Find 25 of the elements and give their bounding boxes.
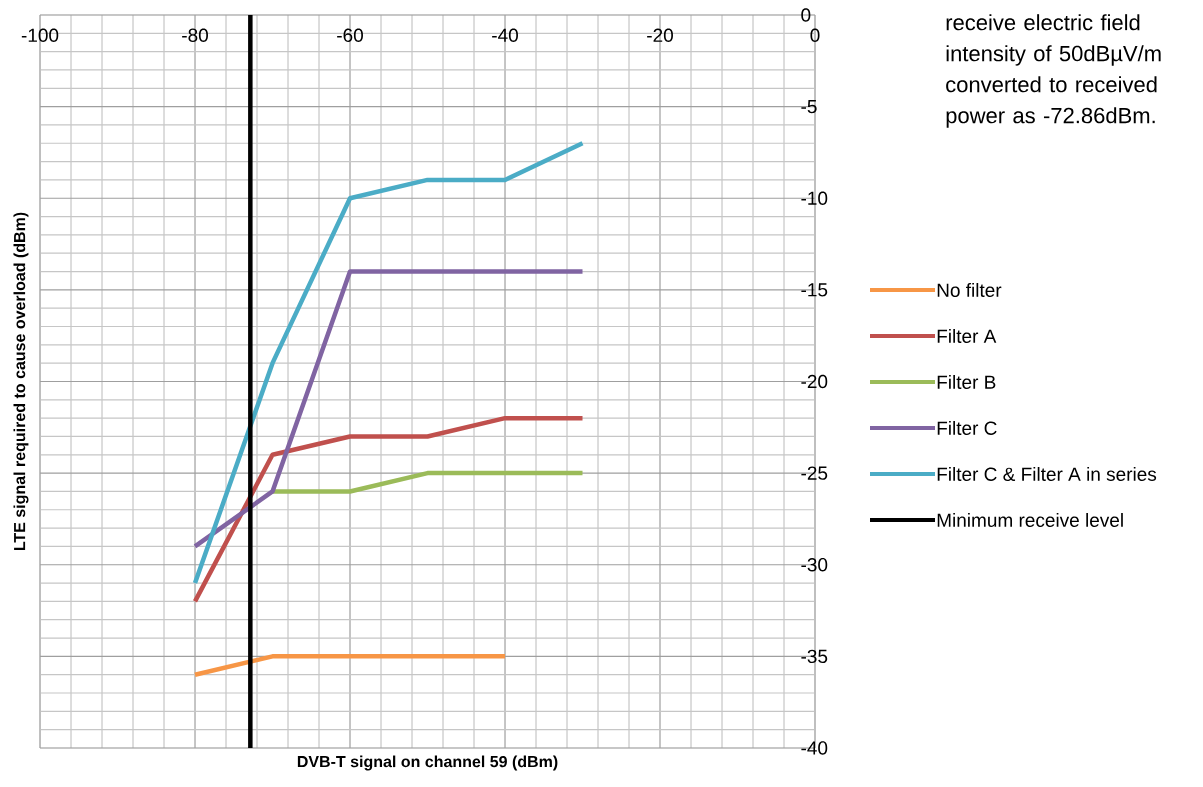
y-tick-label: -40 [801, 741, 828, 755]
y-tick-label: -35 [801, 649, 828, 664]
legend-label: Filter B [937, 375, 996, 389]
legend-label: Filter C [937, 421, 997, 435]
x-tick-label: -40 [492, 28, 518, 42]
line-series [192, 415, 585, 604]
x-tick-label: -20 [647, 28, 673, 42]
y-tick-label: -25 [801, 466, 828, 480]
y-axis-title: LTE signal required to cause overload (dBm) [13, 212, 29, 551]
x-axis-title: DVB-T signal on channel 59 (dBm) [297, 755, 558, 771]
y-tick-label: 0 [801, 8, 811, 22]
y-tick-label: -20 [801, 374, 828, 389]
legend-label: Filter A [937, 329, 997, 343]
x-tick-label: -60 [337, 28, 363, 42]
legend-label: Minimum receive level [937, 513, 1123, 527]
text: receive electric field intensity of 50dBµV/m converted to received power as -72.86dBm. [946, 14, 1161, 128]
legend-label: No filter [937, 283, 1002, 297]
x-tick-label: -80 [182, 28, 208, 42]
legend-label: Filter C & Filter A in series [937, 467, 1157, 481]
y-tick-label: -10 [801, 191, 828, 205]
x-tick-label: -100 [21, 28, 59, 42]
y-tick-label: -5 [801, 100, 817, 114]
line-series [192, 141, 585, 586]
y-tick-label: -30 [801, 558, 828, 572]
y-tick-label: -15 [801, 283, 828, 297]
